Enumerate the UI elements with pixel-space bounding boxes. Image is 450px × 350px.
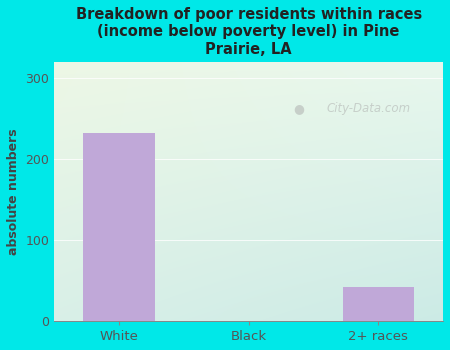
Text: City-Data.com: City-Data.com: [326, 102, 410, 115]
Bar: [83, 133, 155, 321]
Title: Breakdown of poor residents within races
(income below poverty level) in Pine
Pr: Breakdown of poor residents within races…: [76, 7, 422, 57]
Bar: [342, 287, 414, 321]
Text: ●: ●: [294, 102, 305, 115]
Y-axis label: absolute numbers: absolute numbers: [7, 128, 20, 255]
